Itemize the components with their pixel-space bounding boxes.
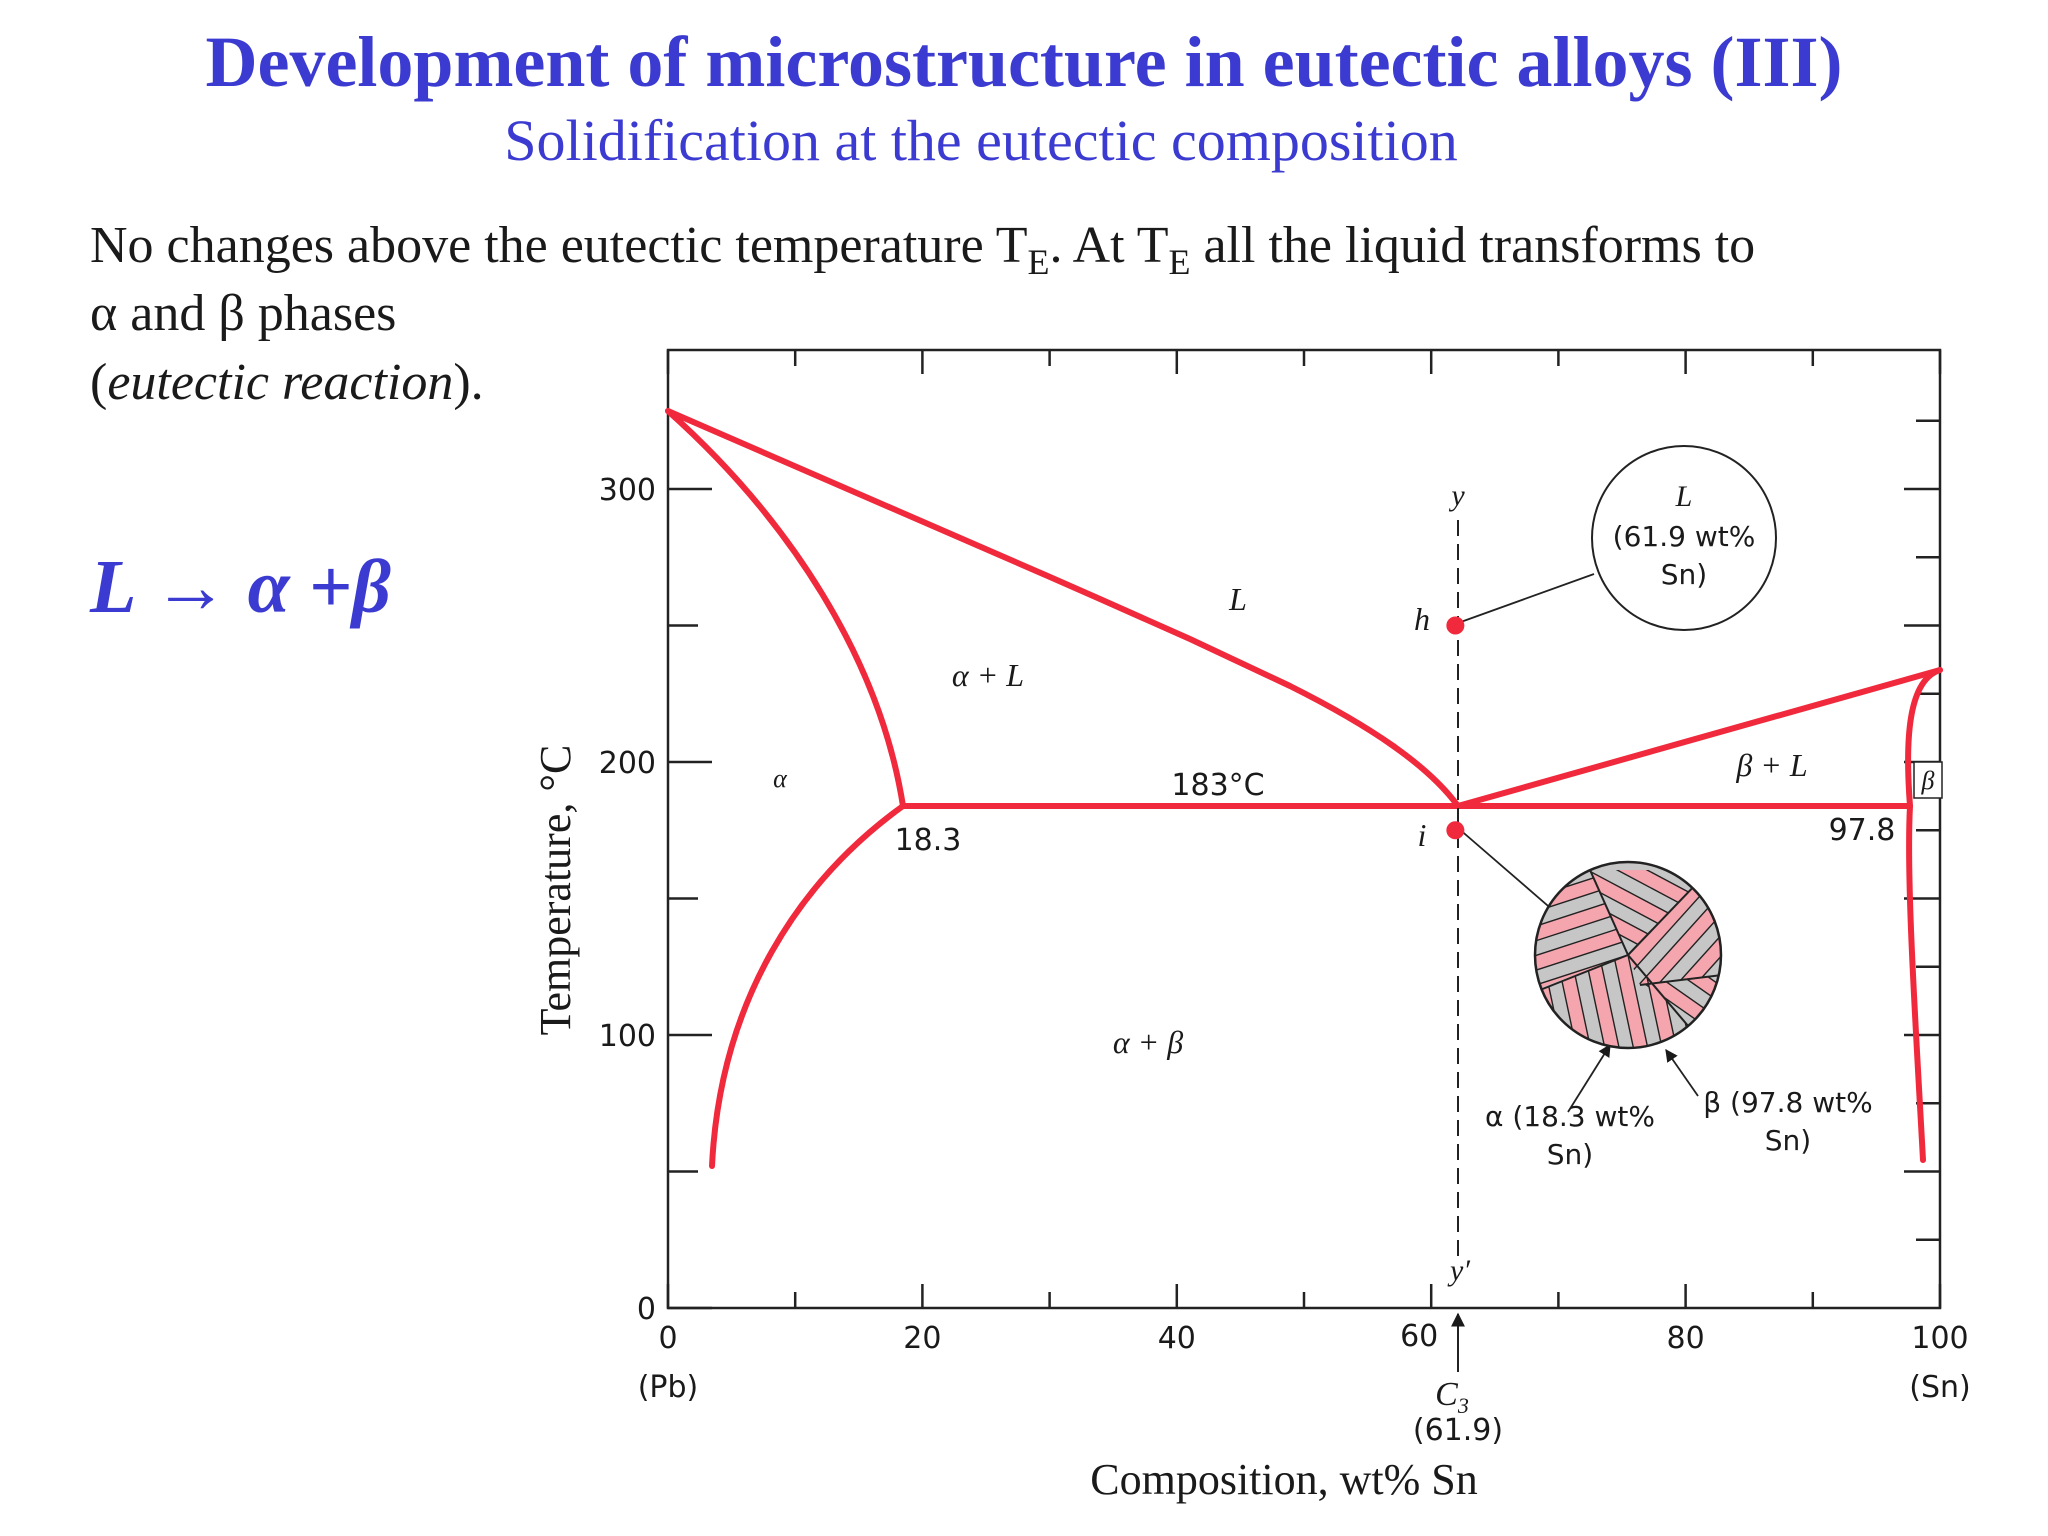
solidus-beta [1905,667,1943,809]
i-leader-line [1457,827,1563,919]
point-label-i: i [1418,817,1427,853]
x-tick-label: 0 [658,1321,677,1356]
beta-label-box [1913,761,1943,799]
y-tick-label: 100 [599,1019,656,1054]
region-alpha-liquid: α + L [952,657,1024,693]
region-alpha-beta: α + β [1113,1024,1183,1060]
y-axis-label: Temperature, °C [531,745,580,1036]
x-tick-label: 40 [1158,1321,1196,1356]
point-i [1446,821,1465,840]
x-end-right-label: (Sn) [1909,1370,1970,1405]
lamella [1610,955,1688,1048]
eutectic-temp-label: 183°C [1171,768,1264,803]
liquid-callout-element: Sn) [1661,558,1707,591]
liquid-callout-composition: (61.9 wt% [1613,520,1756,553]
x-tick-label: 80 [1667,1321,1705,1356]
liquid-callout-circle [1591,445,1777,631]
h-leader-line [1457,573,1595,624]
y-tick-label: 200 [599,746,656,781]
alpha-limit-label: 18.3 [895,823,962,858]
eutectic-reaction: L → α +β [89,545,391,629]
liquidus-left [665,408,1461,809]
y-tick-labels: 0 100 200 300 [599,473,656,1327]
body-line-2: α and β phases [90,285,396,342]
body-line-1: No changes above the eutectic temperatur… [90,217,1755,282]
region-liquid: L [1228,581,1247,617]
path-label-y-prime: y′ [1447,1254,1470,1287]
region-alpha: α [773,764,788,793]
x-axis-label: Composition, wt% Sn [1090,1455,1478,1504]
solidus-alpha [665,408,906,809]
slide-subtitle: Solidification at the eutectic compositi… [504,108,1458,173]
phase-diagram: 0 20 40 60 80 100 0 100 200 300 (Pb) (Sn) Compos… [531,348,1971,1504]
beta-callout-element: Sn) [1765,1124,1811,1157]
point-h [1446,616,1465,635]
alpha-callout-arrow [1567,1043,1611,1113]
solvus-beta [1906,803,1926,1163]
lamella [1640,975,1721,1048]
x-tick-label: 20 [903,1321,941,1356]
liquid-callout-phase: L [1675,480,1693,513]
microstructure-outline [1533,860,1723,1050]
path-label-y: y [1448,479,1465,512]
alpha-callout-composition: α (18.3 wt% [1485,1100,1655,1133]
lamella [1590,870,1700,955]
c3-label: C3 [1435,1376,1469,1418]
lamella [1640,975,1721,1032]
alpha-callout-element: Sn) [1547,1138,1593,1171]
lamella [1535,870,1628,882]
y-tick-label: 300 [599,473,656,508]
lamella [1720,781,1796,1077]
solvus-alpha [709,803,906,1169]
beta-callout-composition: β (97.8 wt% [1703,1086,1872,1119]
lamella [1590,870,1700,955]
beta-callout-arrow [1665,1048,1699,1097]
x-tick-label: 60 [1400,1319,1438,1354]
point-label-h: h [1414,601,1430,637]
beta-limit-label: 97.8 [1829,813,1896,848]
x-end-left-label: (Pb) [638,1370,699,1405]
liquidus-right [1455,667,1943,809]
c3-value-label: (61.9) [1413,1413,1503,1448]
x-tick-labels: 0 20 40 60 80 100 [658,1319,1968,1356]
phase-boundaries [665,408,1943,1169]
region-beta: β [1921,766,1935,795]
x-tick-label: 100 [1911,1321,1968,1356]
body-line-3: (eutectic reaction). [90,354,484,411]
y-tick-label: 0 [637,1292,656,1327]
lamella [1590,870,1700,955]
slide-title: Development of microstructure in eutecti… [206,22,1843,102]
grain [1590,870,1700,955]
region-beta-liquid: β + L [1735,747,1807,783]
